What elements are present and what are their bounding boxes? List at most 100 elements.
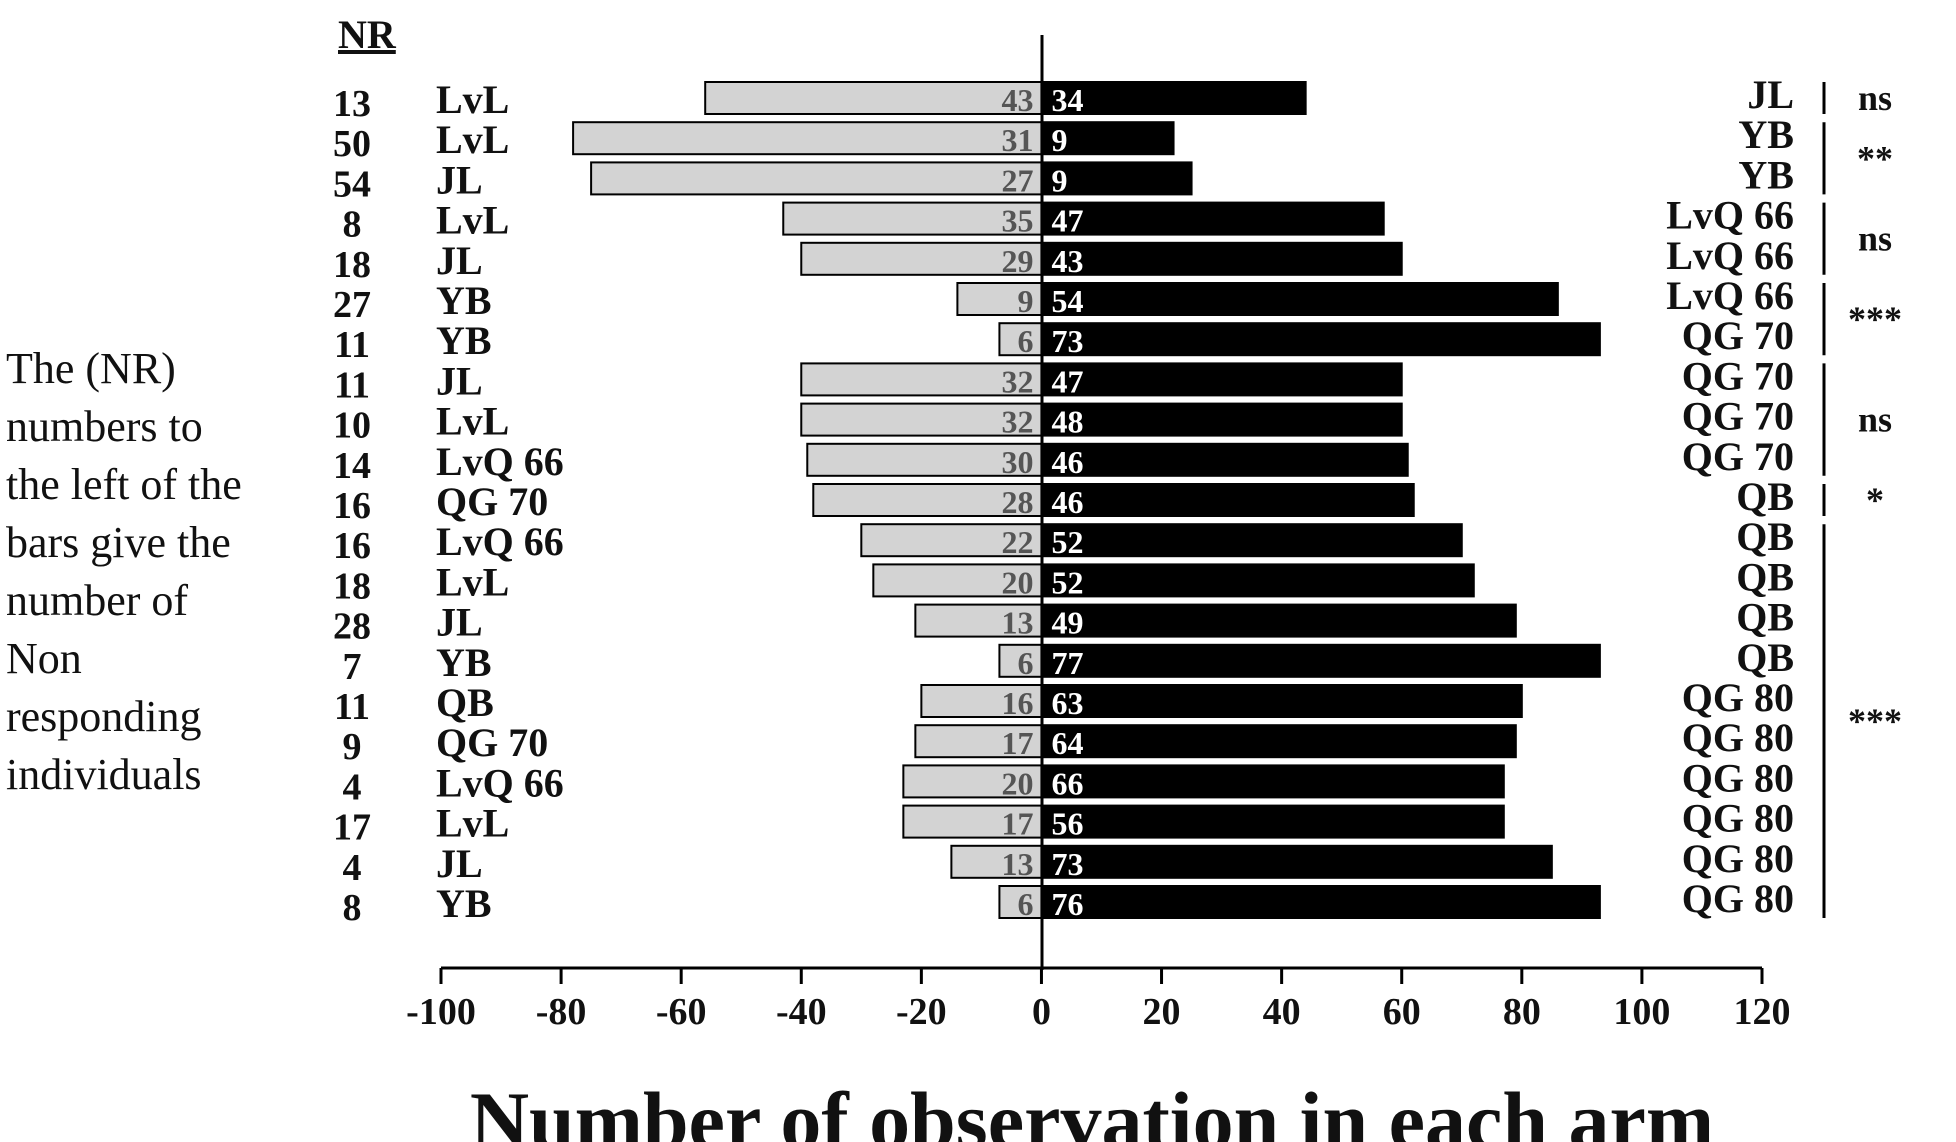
left-value-label: 43 xyxy=(1001,82,1033,118)
left-value-label: 6 xyxy=(1017,645,1033,681)
left-value-label: 13 xyxy=(1001,846,1033,882)
right-treatment-label: QB xyxy=(1736,474,1794,519)
left-value-label: 16 xyxy=(1001,685,1033,721)
right-treatment-label: QG 80 xyxy=(1682,876,1794,921)
nr-number: 18 xyxy=(333,565,371,607)
left-bar xyxy=(782,201,1043,236)
right-value-label: 73 xyxy=(1051,846,1083,882)
left-bar xyxy=(902,804,1043,839)
left-treatment-label: YB xyxy=(436,881,492,926)
right-treatment-label: QB xyxy=(1736,554,1794,599)
left-treatment-label: JL xyxy=(436,600,483,645)
left-bar xyxy=(812,483,1043,517)
right-treatment-label: LvQ 66 xyxy=(1666,273,1794,318)
left-bar xyxy=(572,121,1043,156)
nr-number: 16 xyxy=(333,525,371,567)
right-value-label: 9 xyxy=(1051,162,1067,198)
nr-number: 7 xyxy=(343,646,362,688)
right-bar xyxy=(1040,844,1553,879)
right-bar xyxy=(1040,643,1601,678)
left-treatment-label: LvL xyxy=(436,77,509,122)
significance-layer: ns**ns***ns**** xyxy=(1822,78,1902,918)
left-treatment-label: YB xyxy=(436,640,492,685)
right-value-label: 77 xyxy=(1051,645,1083,681)
right-value-label: 48 xyxy=(1051,404,1083,440)
nr-number: 8 xyxy=(343,204,362,246)
left-value-label: 32 xyxy=(1001,404,1033,440)
left-bar xyxy=(914,603,1043,638)
left-value-label: 17 xyxy=(1001,806,1033,842)
right-treatment-label: QB xyxy=(1736,595,1794,640)
right-value-label: 64 xyxy=(1051,725,1083,761)
left-value-label: 32 xyxy=(1001,363,1033,399)
left-bar xyxy=(902,764,1043,799)
nr-number: 11 xyxy=(334,364,370,406)
left-value-label: 6 xyxy=(1017,886,1033,922)
nr-number: 14 xyxy=(333,445,371,487)
left-treatment-label: YB xyxy=(436,278,492,323)
right-bar xyxy=(1040,362,1403,397)
left-treatment-label: LvQ 66 xyxy=(436,760,564,805)
right-value-label: 52 xyxy=(1051,524,1083,560)
right-value-label: 47 xyxy=(1051,203,1083,239)
side-note-line: Non xyxy=(6,634,82,683)
side-note: The (NR) numbers to the left of the bars… xyxy=(6,340,276,804)
left-value-label: 30 xyxy=(1001,444,1033,480)
right-treatment-label: QG 80 xyxy=(1682,675,1794,720)
nr-number: 8 xyxy=(343,887,362,929)
x-tick-label: 80 xyxy=(1503,991,1541,1033)
right-treatment-label: YB xyxy=(1738,152,1794,197)
right-bar xyxy=(1040,764,1505,799)
left-treatment-label: LvQ 66 xyxy=(436,439,564,484)
x-tick-label: 120 xyxy=(1734,991,1791,1033)
right-bar xyxy=(1040,483,1415,517)
right-treatment-label: QG 80 xyxy=(1682,796,1794,841)
right-treatment-label: LvQ 66 xyxy=(1666,193,1794,238)
left-bar xyxy=(860,523,1043,558)
left-bar xyxy=(998,885,1043,919)
left-value-label: 9 xyxy=(1017,283,1033,319)
right-bar xyxy=(1040,282,1559,316)
right-bar xyxy=(1040,241,1403,276)
right-bar xyxy=(1040,161,1193,196)
right-value-label: 63 xyxy=(1051,685,1083,721)
right-bar xyxy=(1040,563,1475,598)
x-tick-label: 60 xyxy=(1383,991,1421,1033)
right-bar xyxy=(1040,81,1307,115)
side-note-line: numbers to xyxy=(6,402,203,451)
significance-label: * xyxy=(1866,480,1884,520)
left-treatment-label: YB xyxy=(436,318,492,363)
left-bar xyxy=(806,442,1043,477)
side-note-line: individuals xyxy=(6,750,202,799)
right-value-label: 56 xyxy=(1051,806,1083,842)
side-note-line: the left of the xyxy=(6,460,242,509)
right-bar xyxy=(1040,121,1175,156)
right-value-label: 46 xyxy=(1051,444,1083,480)
left-treatment-label: LvL xyxy=(436,117,509,162)
left-value-label: 20 xyxy=(1001,564,1033,600)
right-bar xyxy=(1040,603,1517,638)
side-note-line: bars give the xyxy=(6,518,231,567)
left-treatment-label: JL xyxy=(436,358,483,403)
right-value-label: 73 xyxy=(1051,323,1083,359)
left-bar xyxy=(800,402,1043,437)
right-value-label: 76 xyxy=(1051,886,1083,922)
nr-number: 11 xyxy=(334,324,370,366)
left-treatment-label: JL xyxy=(436,841,483,886)
right-treatment-label: QG 70 xyxy=(1682,394,1794,439)
x-tick-label: 100 xyxy=(1613,991,1670,1033)
side-note-line: number of xyxy=(6,576,189,625)
left-treatment-label: JL xyxy=(436,157,483,202)
left-value-label: 28 xyxy=(1001,484,1033,520)
significance-label: ** xyxy=(1857,138,1893,178)
x-axis: -100 -80 -60 -40 -20 0 20 40 60 80 100 120 xyxy=(406,966,1791,1033)
right-value-label: 43 xyxy=(1051,243,1083,279)
significance-label: ns xyxy=(1858,78,1892,118)
left-bar xyxy=(800,362,1043,397)
left-value-label: 22 xyxy=(1001,524,1033,560)
left-treatment-label: LvQ 66 xyxy=(436,519,564,564)
right-value-label: 34 xyxy=(1051,82,1083,118)
nr-number: 16 xyxy=(333,485,371,527)
left-bar xyxy=(956,282,1043,316)
